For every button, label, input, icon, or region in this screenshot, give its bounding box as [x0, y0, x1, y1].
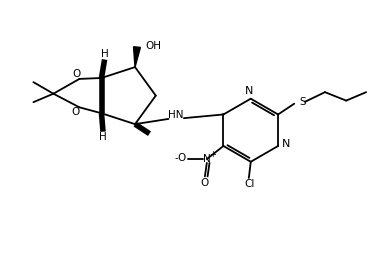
Text: HN: HN: [168, 110, 183, 120]
Text: Cl: Cl: [245, 179, 255, 189]
Text: -O: -O: [174, 153, 186, 163]
Text: O: O: [71, 107, 80, 117]
Text: N: N: [245, 86, 254, 96]
Text: H: H: [99, 132, 107, 143]
Text: +: +: [209, 150, 216, 159]
Polygon shape: [133, 47, 140, 67]
Text: OH: OH: [145, 41, 161, 51]
Text: S: S: [299, 97, 306, 107]
Text: N: N: [282, 139, 290, 149]
Text: O: O: [201, 178, 209, 187]
Text: N: N: [203, 154, 211, 164]
Text: O: O: [72, 69, 80, 79]
Text: H: H: [101, 49, 108, 59]
